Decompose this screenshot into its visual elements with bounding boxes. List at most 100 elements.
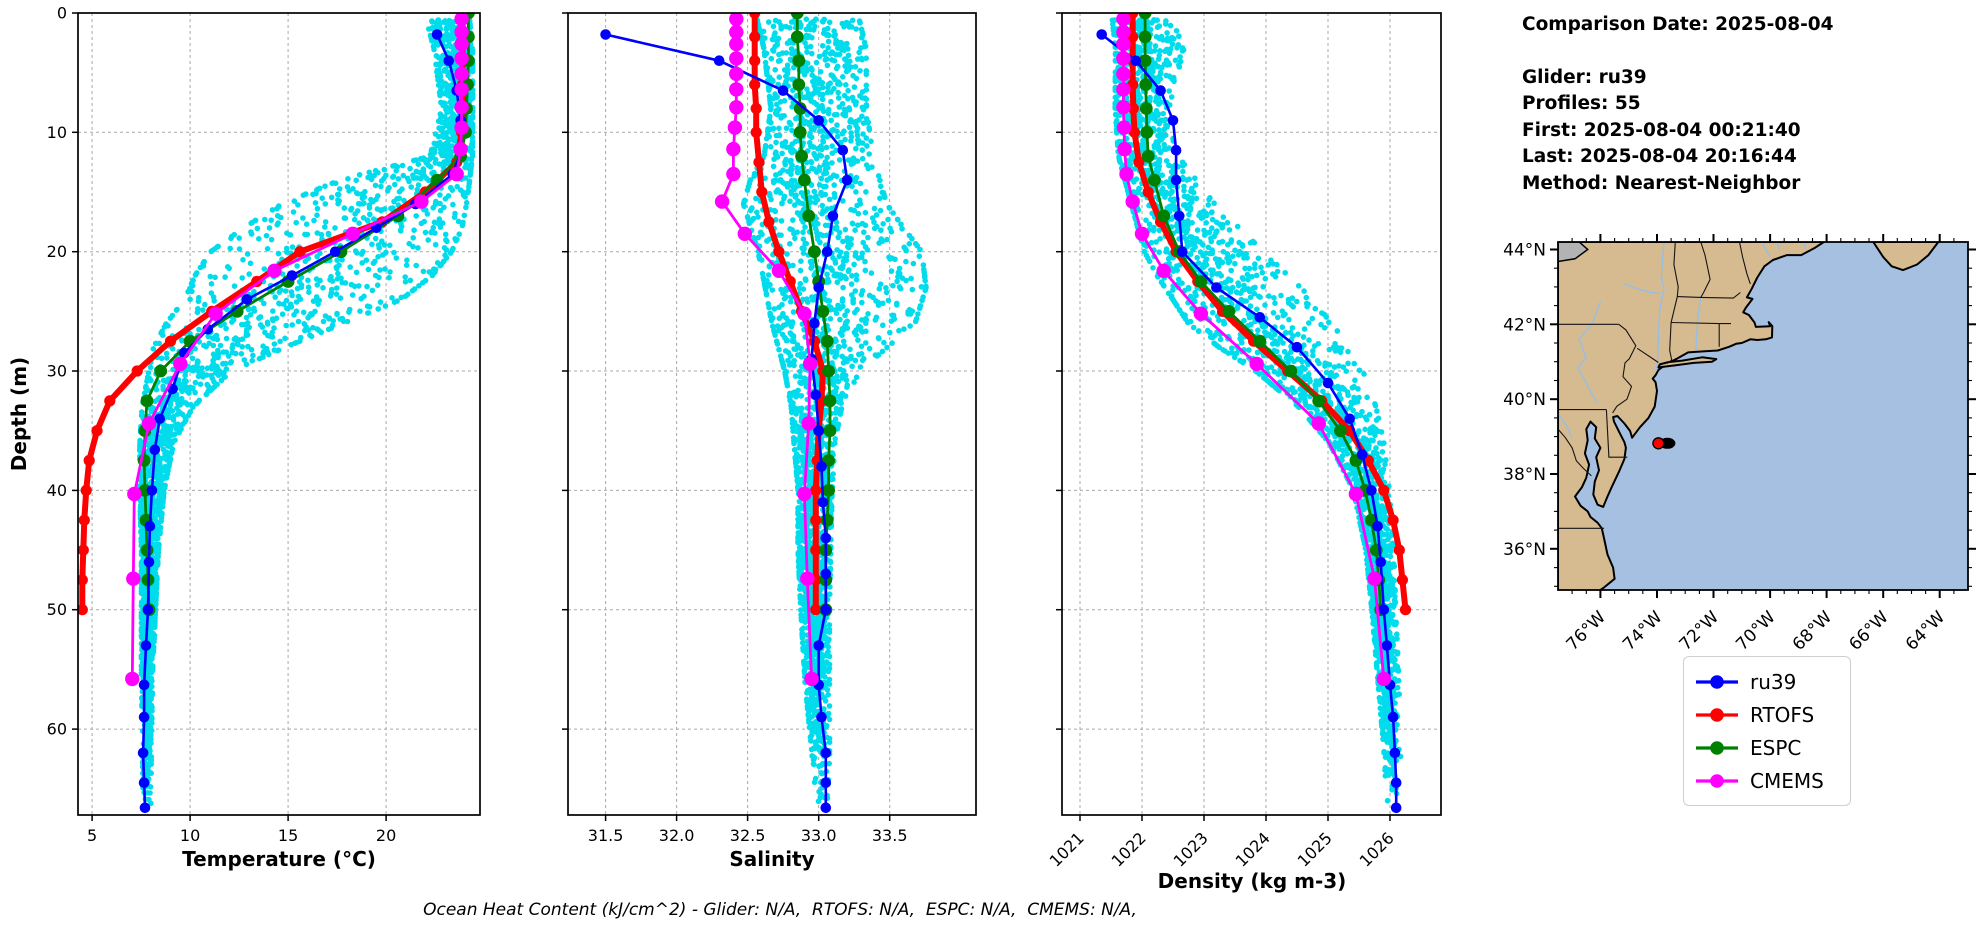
x-tick-label: 1021 [1046, 828, 1088, 870]
panel-0: 5 10 15 20 0 10 20 30 40 50 60 [47, 4, 481, 845]
x-tick-label: 20 [376, 826, 396, 845]
legend-item-label: RTOFS [1750, 702, 1815, 727]
salinity-axis-label: Salinity [729, 847, 815, 871]
map-lon-label: 74°W [1619, 607, 1666, 654]
map-border [1557, 241, 1969, 591]
x-tick-label: 1022 [1108, 828, 1150, 870]
x-tick-label: 1026 [1356, 828, 1398, 870]
x-tick-label: 33.0 [801, 826, 837, 845]
river [1558, 412, 1573, 439]
depth-axis-label: Depth (m) [7, 356, 31, 472]
x-tick-label: 5 [87, 826, 97, 845]
comparison-info-panel: Comparison Date: 2025-08-04 Glider: ru39… [1522, 12, 1834, 197]
map-lon-label: 66°W [1845, 607, 1892, 654]
state-border [1558, 428, 1592, 477]
panel-border [77, 12, 481, 816]
legend-item-label: ESPC [1750, 735, 1802, 760]
glider-scatter [740, 16, 929, 805]
glider-name-text: Glider: ru39 [1522, 66, 1647, 88]
series-ru39 [1096, 29, 1402, 814]
ocean-heat-content-caption: Ocean Heat Content (kJ/cm^2) - Glider: N… [423, 900, 1137, 920]
info-spacer [1522, 39, 1834, 65]
map-lat-label: 40°N [1503, 390, 1546, 410]
y-tick-label: 10 [47, 123, 67, 142]
legend-swatch-CMEMS [1696, 773, 1738, 788]
series-CMEMS [714, 13, 819, 687]
legend-swatch-ru39 [1696, 674, 1738, 689]
river [1760, 242, 1771, 258]
map-lat-label: 36°N [1503, 540, 1546, 560]
x-tick-label: 32.5 [730, 826, 766, 845]
density-axis-label: Density (kg m-3) [1157, 869, 1347, 893]
river [1695, 297, 1702, 351]
comparison-date-text: Comparison Date: 2025-08-04 [1522, 14, 1834, 35]
legend-item-RTOFS: RTOFS [1694, 698, 1838, 731]
map-ticks [1550, 234, 1976, 598]
x-tick-label: 31.5 [588, 826, 624, 845]
panel-ticks [562, 12, 891, 821]
legend-item-ru39: ru39 [1694, 665, 1838, 698]
x-tick-label: 15 [278, 826, 298, 845]
glider-scatter [1109, 16, 1404, 804]
lake-ontario [1558, 242, 1589, 263]
state-border [1700, 242, 1711, 298]
river [1803, 242, 1807, 250]
map-lat-label: 42°N [1503, 315, 1546, 335]
series-CMEMS [125, 13, 469, 687]
panel-ticks [1056, 12, 1391, 821]
y-tick-label: 60 [47, 720, 67, 739]
panel-ticks [72, 12, 387, 821]
y-tick-label: 0 [57, 4, 67, 23]
profiles-count-text: Profiles: 55 [1522, 93, 1641, 114]
nova-scotia [1872, 242, 1940, 272]
state-border [1636, 347, 1659, 363]
map-lon-label: 76°W [1563, 607, 1610, 654]
state-border [1666, 242, 1679, 365]
map-lat-label: 38°N [1503, 465, 1546, 485]
x-tick-label: 33.5 [872, 826, 908, 845]
legend-swatch-ESPC [1696, 740, 1738, 755]
method-text: Method: Nearest-Neighbor [1522, 172, 1801, 194]
x-tick-label: 1023 [1170, 828, 1212, 870]
x-tick-label: 1025 [1294, 828, 1336, 870]
long-island [1657, 356, 1718, 369]
panel-2: 1021 1022 1023 1024 1025 1026 [1046, 12, 1442, 871]
map: 44°N 42°N 40°N 38°N 36°N 76°W 74°W 72°W 70°W 68°W… [1503, 234, 1976, 655]
river [1576, 301, 1602, 404]
panel-grid [568, 13, 976, 815]
x-tick-label: 10 [180, 826, 200, 845]
series-ESPC [1138, 13, 1388, 617]
first-profile-time-text: First: 2025-08-04 00:21:40 [1522, 119, 1801, 141]
series-RTOFS [749, 13, 829, 616]
panel-1: 31.5 32.0 32.5 33.0 33.5 [562, 12, 977, 845]
temperature-axis-label: Temperature (°C) [182, 847, 376, 871]
legend-item-ESPC: ESPC [1694, 731, 1838, 764]
legend-item-label: CMEMS [1750, 768, 1824, 793]
series-ru39 [600, 29, 853, 814]
map-lon-label: 70°W [1732, 607, 1779, 654]
x-tick-label: 1024 [1232, 828, 1274, 870]
river [1655, 242, 1665, 372]
panel-border [567, 12, 977, 816]
legend-item-label: ru39 [1750, 669, 1797, 694]
state-border [1605, 409, 1628, 458]
map-lon-label: 68°W [1789, 607, 1836, 654]
map-lon-label: 64°W [1902, 607, 1949, 654]
glider-scatter [136, 16, 476, 813]
map-lon-label: 72°W [1676, 607, 1723, 654]
y-tick-label: 20 [47, 242, 67, 261]
glider-location-marker [1652, 437, 1665, 450]
panel-grid [78, 13, 480, 815]
x-tick-label: 32.0 [659, 826, 695, 845]
state-border [1612, 323, 1637, 414]
state-border [1738, 242, 1751, 285]
map-lat-label: 44°N [1503, 241, 1546, 261]
y-tick-label: 30 [47, 362, 67, 381]
y-tick-label: 50 [47, 600, 67, 619]
panel-border [1061, 12, 1442, 816]
river [1622, 282, 1662, 295]
legend-item-CMEMS: CMEMS [1694, 764, 1838, 797]
legend-swatch-RTOFS [1696, 707, 1738, 722]
